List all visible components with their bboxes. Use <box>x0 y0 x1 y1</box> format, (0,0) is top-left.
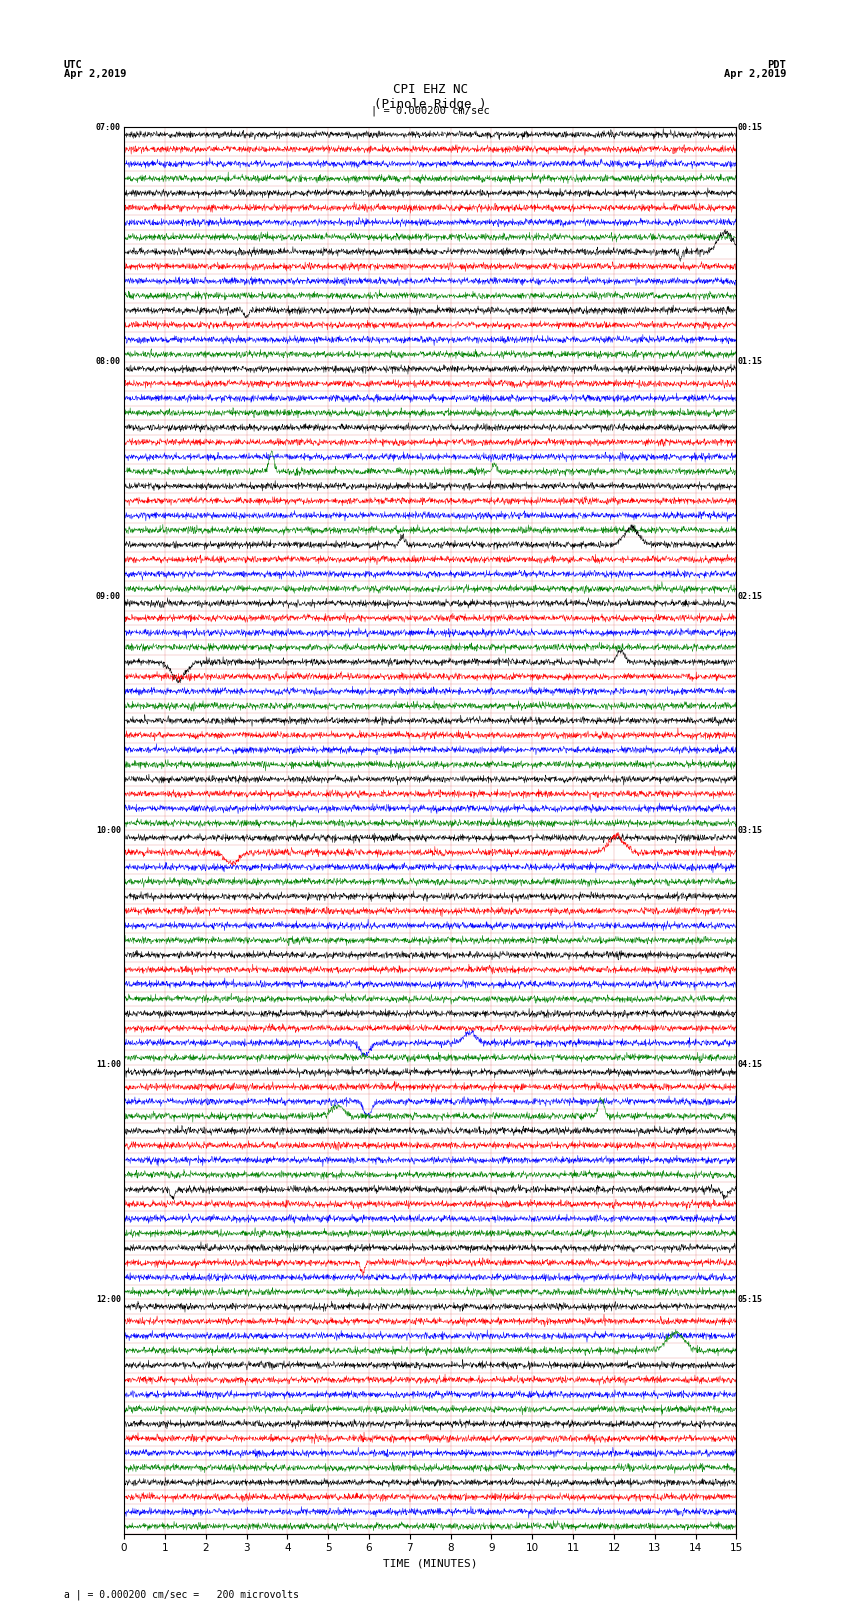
Text: 07:00: 07:00 <box>96 123 121 132</box>
Text: Apr 2,2019: Apr 2,2019 <box>723 69 786 79</box>
Text: UTC: UTC <box>64 60 82 69</box>
Text: 00:15: 00:15 <box>738 123 762 132</box>
X-axis label: TIME (MINUTES): TIME (MINUTES) <box>383 1560 478 1569</box>
Text: 11:00: 11:00 <box>96 1060 121 1069</box>
Text: 02:15: 02:15 <box>738 592 762 600</box>
Text: 10:00: 10:00 <box>96 826 121 836</box>
Text: | = 0.000200 cm/sec: | = 0.000200 cm/sec <box>371 105 490 116</box>
Text: 05:15: 05:15 <box>738 1295 762 1303</box>
Text: Apr 2,2019: Apr 2,2019 <box>64 69 127 79</box>
Text: a | = 0.000200 cm/sec =   200 microvolts: a | = 0.000200 cm/sec = 200 microvolts <box>64 1589 298 1600</box>
Title: CPI EHZ NC
(Pinole Ridge ): CPI EHZ NC (Pinole Ridge ) <box>374 82 486 111</box>
Text: 03:15: 03:15 <box>738 826 762 836</box>
Text: 08:00: 08:00 <box>96 356 121 366</box>
Text: 04:15: 04:15 <box>738 1060 762 1069</box>
Text: PDT: PDT <box>768 60 786 69</box>
Text: 09:00: 09:00 <box>96 592 121 600</box>
Text: 01:15: 01:15 <box>738 356 762 366</box>
Text: 12:00: 12:00 <box>96 1295 121 1303</box>
